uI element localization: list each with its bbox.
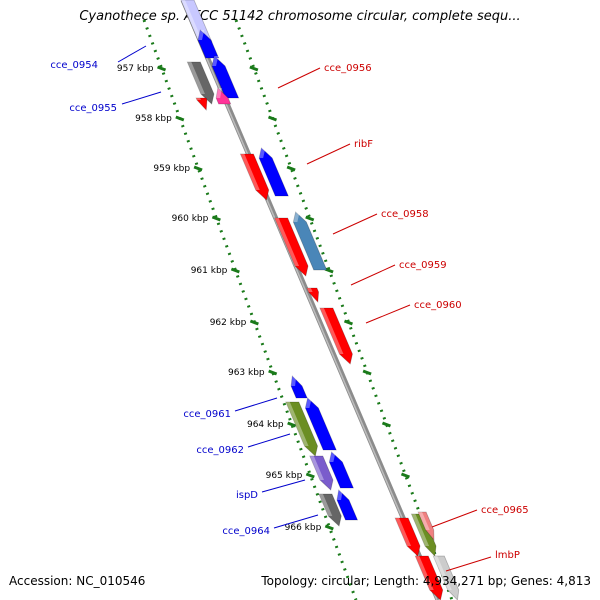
- gene-label[interactable]: lmbP: [495, 550, 520, 561]
- gene-label[interactable]: cce_0965: [481, 505, 529, 516]
- gene-label-leader: [261, 479, 306, 493]
- gene-label[interactable]: cce_0954: [50, 60, 98, 71]
- gene-cce-0961[interactable]: [290, 375, 308, 399]
- gene-ispD[interactable]: [309, 455, 334, 491]
- gene-cce-0962-olive[interactable]: [285, 401, 318, 457]
- gene-cce-0958-b[interactable]: [292, 211, 328, 271]
- tick-label: 957 kbp: [117, 64, 154, 74]
- gene-label-leader: [247, 433, 291, 448]
- gene-label[interactable]: cce_0956: [324, 63, 372, 74]
- gene-features: [180, 0, 460, 600]
- gene-label[interactable]: cce_0961: [183, 409, 231, 420]
- tick-label: 962 kbp: [210, 318, 247, 328]
- gene-lmbP-b[interactable]: [432, 555, 460, 600]
- gene-label-leader: [117, 45, 147, 63]
- inner-major-tick: [211, 215, 221, 222]
- gene-cce-0956[interactable]: [215, 87, 232, 105]
- gene-label[interactable]: cce_0962: [196, 445, 244, 456]
- label-leaders: [117, 45, 492, 572]
- gene-lmbP[interactable]: [414, 555, 444, 600]
- inner-major-tick: [324, 524, 334, 531]
- tick-label: 960 kbp: [172, 214, 209, 224]
- gene-label-leader: [445, 556, 492, 572]
- outer-major-tick: [249, 65, 259, 72]
- tick-label: 966 kbp: [285, 523, 322, 533]
- inner-major-tick: [249, 319, 259, 326]
- tick-label: 961 kbp: [191, 266, 228, 276]
- tick-label: 958 kbp: [135, 114, 172, 124]
- gene-cce-0965[interactable]: [417, 511, 435, 542]
- gene-ribF[interactable]: [258, 147, 289, 197]
- inner-major-tick: [305, 472, 315, 479]
- gene-cce-0960[interactable]: [319, 307, 353, 365]
- gene-cce-0964-gray[interactable]: [318, 493, 342, 527]
- gene-cce-0958[interactable]: [274, 217, 309, 277]
- tick-label: 965 kbp: [266, 471, 303, 481]
- inner-major-tick: [268, 369, 278, 376]
- gene-label[interactable]: ribF: [354, 139, 373, 150]
- inner-major-tick: [230, 267, 240, 274]
- outer-major-tick: [400, 472, 410, 479]
- summary-text: Topology: circular; Length: 4,934,271 bp…: [261, 574, 591, 588]
- gene-label-leader: [332, 213, 378, 235]
- gene-ribF-a[interactable]: [239, 153, 270, 201]
- gene-label-leader: [306, 143, 351, 165]
- gene-cce-0965-a[interactable]: [394, 517, 421, 557]
- outer-major-tick: [305, 215, 315, 222]
- gene-label[interactable]: cce_0959: [399, 260, 447, 271]
- gene-label[interactable]: cce_0960: [414, 300, 462, 311]
- gene-ispD-b[interactable]: [328, 451, 355, 489]
- gene-label-leader: [234, 397, 278, 412]
- inner-major-tick: [287, 421, 297, 428]
- tick-label: 963 kbp: [228, 368, 265, 378]
- gene-cce-0955-gray[interactable]: [186, 61, 215, 105]
- gene-label[interactable]: ispD: [236, 490, 258, 501]
- gene-cce-0959[interactable]: [306, 287, 320, 303]
- gene-label-leader: [365, 304, 411, 324]
- gene-label-leader: [350, 264, 396, 286]
- gene-label-leader: [273, 514, 319, 529]
- outer-major-tick: [381, 421, 391, 428]
- gene-label-leader: [121, 91, 162, 105]
- inner-major-tick: [175, 115, 185, 122]
- outer-major-tick: [267, 115, 278, 122]
- gene-label[interactable]: cce_0955: [69, 103, 117, 114]
- gene-cce-0962[interactable]: [304, 397, 337, 451]
- tick-label: 964 kbp: [247, 420, 284, 430]
- gene-labels: cce_0954 cce_0955 cce_0956 ribF cce_0958 cce_…: [50, 60, 528, 561]
- gene-label[interactable]: cce_0964: [222, 526, 270, 537]
- tick-labels: 957 kbp 958 kbp 959 kbp 960 kbp 961 kbp 962 k…: [117, 64, 322, 533]
- accession-text: Accession: NC_010546: [9, 574, 146, 588]
- inner-major-tick: [157, 65, 167, 72]
- gene-cce-0964[interactable]: [336, 489, 359, 521]
- outer-major-tick: [343, 319, 353, 326]
- outer-major-tick: [286, 165, 296, 172]
- gene-label-leader: [431, 509, 478, 528]
- outer-major-tick: [362, 369, 372, 376]
- major-ticks: [157, 65, 430, 531]
- gene-label[interactable]: cce_0958: [381, 209, 429, 220]
- gene-label-leader: [277, 67, 321, 89]
- gene-cce-0956-a[interactable]: [195, 97, 208, 111]
- tick-label: 959 kbp: [153, 164, 190, 174]
- gene-cce-0954[interactable]: [197, 29, 220, 59]
- inner-major-tick: [193, 165, 203, 172]
- gene-cce-0955[interactable]: [211, 55, 240, 99]
